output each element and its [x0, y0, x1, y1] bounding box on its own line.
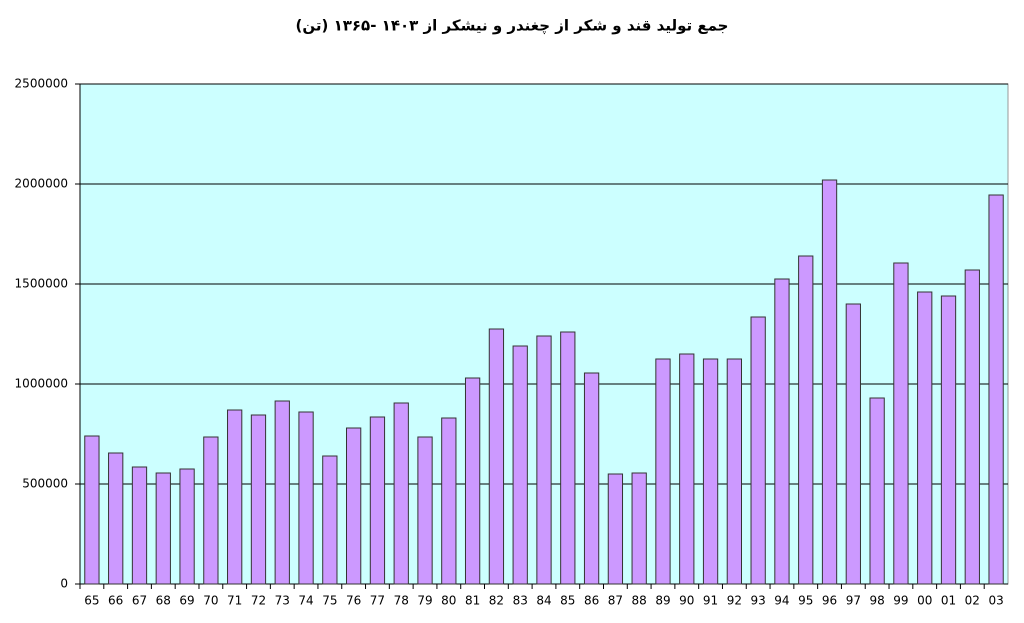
- bar: [702, 358, 719, 585]
- x-tick-label: 69: [179, 594, 194, 608]
- chart-title: جمع تولید قند و شکر از چغندر و نیشکر از …: [296, 17, 729, 36]
- bar: [536, 335, 552, 585]
- bar: [369, 416, 386, 585]
- bar: [322, 455, 338, 585]
- bar: [464, 377, 481, 585]
- x-tick-label: 88: [632, 594, 647, 608]
- bar: [108, 452, 124, 585]
- x-tick-label: 65: [84, 594, 99, 608]
- x-tick-label: 85: [560, 594, 575, 608]
- x-tick-label: 76: [346, 594, 361, 608]
- x-tick-label: 93: [751, 594, 766, 608]
- x-tick-label: 91: [703, 594, 718, 608]
- y-tick-label: 0: [60, 577, 68, 591]
- x-tick-label: 84: [536, 594, 551, 608]
- x-tick-label: 92: [727, 594, 742, 608]
- bar: [298, 411, 314, 585]
- bar: [774, 278, 790, 585]
- y-tick-label: 500000: [22, 477, 68, 491]
- bar: [631, 472, 647, 585]
- bar: [274, 400, 290, 585]
- y-tick-label: 2000000: [15, 177, 68, 191]
- bar: [964, 269, 980, 585]
- bar: [203, 436, 219, 585]
- x-tick-label: 00: [917, 594, 932, 608]
- x-tick-label: 98: [869, 594, 884, 608]
- bar: [893, 262, 909, 585]
- bar: [417, 436, 433, 585]
- x-tick-label: 79: [417, 594, 432, 608]
- x-tick-label: 97: [846, 594, 861, 608]
- bar: [798, 255, 814, 585]
- bar: [679, 353, 695, 585]
- x-tick-label: 95: [798, 594, 813, 608]
- x-tick-label: 89: [655, 594, 670, 608]
- x-tick-label: 03: [988, 594, 1003, 608]
- bar: [607, 473, 624, 585]
- x-tick-label: 82: [489, 594, 504, 608]
- bar: [750, 316, 766, 585]
- bar: [84, 435, 100, 585]
- y-tick-label: 1500000: [15, 277, 68, 291]
- bar: [917, 291, 933, 585]
- x-tick-label: 75: [322, 594, 337, 608]
- x-tick-label: 67: [132, 594, 147, 608]
- bar: [227, 409, 243, 585]
- bar: [179, 468, 195, 585]
- x-tick-label: 96: [822, 594, 837, 608]
- bar: [821, 179, 838, 585]
- bar: [155, 472, 171, 585]
- x-tick-label: 87: [608, 594, 623, 608]
- x-tick-label: 99: [893, 594, 908, 608]
- bar: [488, 328, 505, 585]
- x-tick-label: 02: [965, 594, 980, 608]
- bar: [940, 295, 957, 585]
- bar: [560, 331, 576, 585]
- x-tick-label: 71: [227, 594, 242, 608]
- bar: [346, 427, 362, 585]
- x-tick-label: 66: [108, 594, 123, 608]
- y-tick-label: 2500000: [15, 77, 68, 91]
- x-tick-label: 90: [679, 594, 694, 608]
- x-tick-label: 68: [156, 594, 171, 608]
- x-tick-label: 83: [513, 594, 528, 608]
- bar: [869, 397, 885, 585]
- bar: [655, 358, 671, 585]
- x-tick-label: 78: [394, 594, 409, 608]
- x-tick-label: 73: [275, 594, 290, 608]
- x-tick-label: 01: [941, 594, 956, 608]
- bar: [845, 303, 861, 585]
- x-tick-label: 80: [441, 594, 456, 608]
- x-tick-label: 72: [251, 594, 266, 608]
- bar: [393, 402, 409, 585]
- x-tick-label: 77: [370, 594, 385, 608]
- bar: [250, 414, 267, 585]
- y-tick-label: 1000000: [15, 377, 68, 391]
- bar: [988, 194, 1004, 585]
- bar: [512, 345, 528, 585]
- bar: [726, 358, 742, 585]
- x-tick-label: 70: [203, 594, 218, 608]
- x-tick-label: 74: [298, 594, 313, 608]
- x-tick-label: 94: [774, 594, 789, 608]
- bar: [131, 466, 148, 585]
- bar: [583, 372, 600, 585]
- x-tick-label: 81: [465, 594, 480, 608]
- bar: [441, 417, 457, 585]
- x-tick-label: 86: [584, 594, 599, 608]
